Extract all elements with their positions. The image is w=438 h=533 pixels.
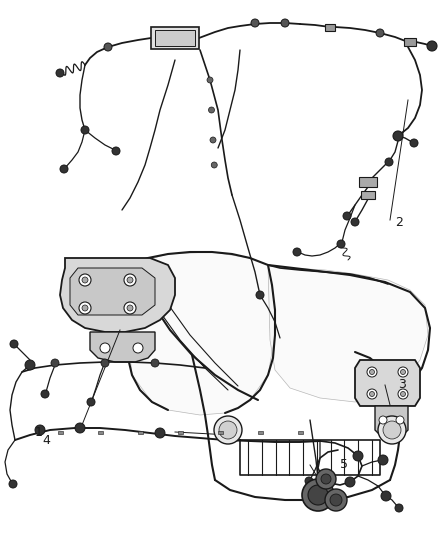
Bar [151,27,199,49]
Circle shape [87,398,95,406]
Circle shape [82,305,88,311]
Polygon shape [60,258,175,332]
Circle shape [383,421,401,439]
Bar [297,431,303,433]
Circle shape [378,416,406,444]
Circle shape [302,479,334,511]
Circle shape [112,147,120,155]
Text: 4: 4 [42,433,50,447]
Circle shape [25,360,35,370]
Text: 2: 2 [395,215,403,229]
Circle shape [214,416,242,444]
Text: 1: 1 [35,425,43,439]
Circle shape [305,477,313,485]
Polygon shape [90,332,155,362]
Circle shape [393,131,403,141]
Circle shape [281,19,289,27]
Circle shape [56,69,64,77]
Circle shape [337,240,345,248]
Circle shape [82,277,88,283]
Circle shape [155,428,165,438]
Circle shape [400,392,406,397]
Circle shape [124,274,136,286]
Polygon shape [375,406,408,438]
Circle shape [210,137,216,143]
Circle shape [79,302,91,314]
Circle shape [353,451,363,461]
Circle shape [75,423,85,433]
Bar [57,431,63,433]
Circle shape [427,41,437,51]
Circle shape [345,477,355,487]
Circle shape [343,212,351,220]
Circle shape [376,29,384,37]
Circle shape [370,392,374,397]
Circle shape [79,274,91,286]
Bar [359,177,377,187]
Bar [138,431,142,433]
Circle shape [100,343,110,353]
Bar [98,431,102,433]
Circle shape [127,277,133,283]
Circle shape [293,248,301,256]
Bar [218,431,223,433]
Circle shape [398,389,408,399]
Polygon shape [268,265,428,402]
Circle shape [9,480,17,488]
Circle shape [410,139,418,147]
Circle shape [51,359,59,367]
Circle shape [325,489,347,511]
Circle shape [316,469,336,489]
Circle shape [367,389,377,399]
Bar [361,191,375,199]
Polygon shape [70,268,155,315]
Circle shape [367,367,377,377]
Circle shape [330,494,342,506]
Circle shape [378,455,388,465]
Bar [155,30,195,46]
Circle shape [398,367,408,377]
Circle shape [219,421,237,439]
Circle shape [321,474,331,484]
Circle shape [400,369,406,375]
Bar [325,23,335,30]
Circle shape [41,390,49,398]
Polygon shape [355,360,420,406]
Circle shape [396,416,404,424]
Circle shape [207,77,213,83]
Text: 5: 5 [340,458,348,472]
Bar [404,38,416,46]
Circle shape [211,162,217,168]
Text: 3: 3 [398,378,406,392]
Circle shape [208,107,215,113]
Circle shape [351,218,359,226]
Bar [177,431,183,433]
Circle shape [101,359,109,367]
Circle shape [379,416,387,424]
Circle shape [124,302,136,314]
Circle shape [127,305,133,311]
Circle shape [370,369,374,375]
Circle shape [308,485,328,505]
Bar [258,431,262,433]
Circle shape [10,340,18,348]
Circle shape [251,19,259,27]
Circle shape [81,126,89,134]
Circle shape [104,43,112,51]
Circle shape [381,491,391,501]
Circle shape [256,291,264,299]
Circle shape [151,359,159,367]
Polygon shape [128,252,275,415]
Circle shape [385,158,393,166]
Circle shape [35,425,45,435]
Circle shape [133,343,143,353]
Circle shape [395,504,403,512]
Circle shape [60,165,68,173]
